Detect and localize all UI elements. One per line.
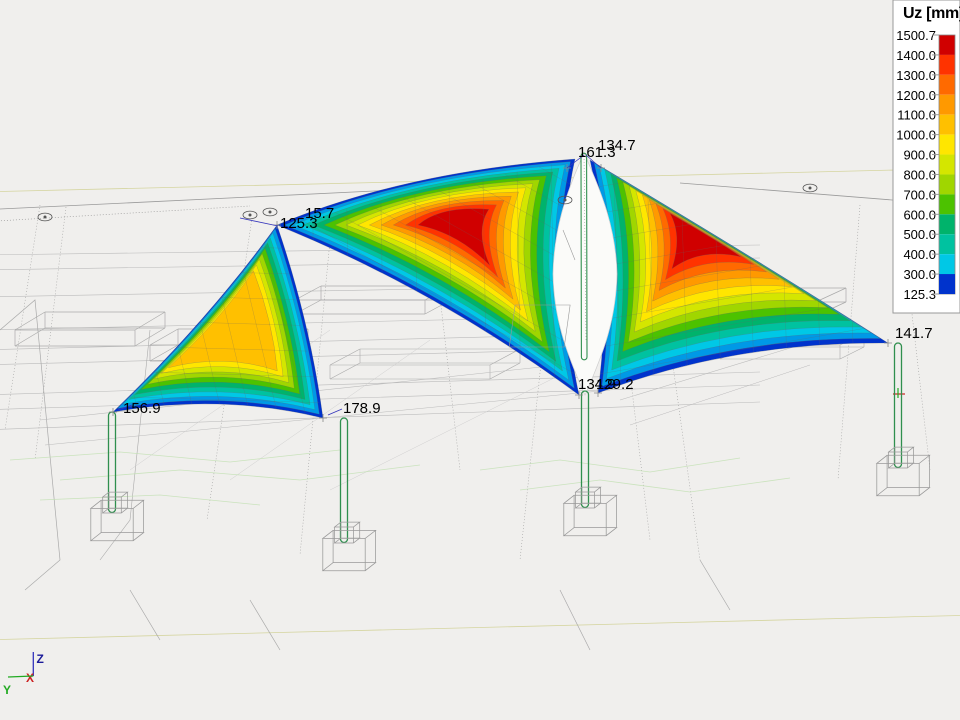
svg-text:15.7: 15.7 bbox=[305, 205, 334, 222]
svg-text:Y: Y bbox=[3, 683, 11, 697]
svg-text:Z: Z bbox=[37, 652, 44, 666]
svg-text:178.9: 178.9 bbox=[343, 400, 381, 417]
svg-text:156.9: 156.9 bbox=[123, 400, 161, 417]
svg-text:141.7: 141.7 bbox=[895, 325, 933, 342]
svg-text:700.0: 700.0 bbox=[903, 187, 936, 202]
svg-text:1000.0: 1000.0 bbox=[896, 128, 936, 143]
svg-text:600.0: 600.0 bbox=[903, 207, 936, 222]
svg-text:125.3: 125.3 bbox=[903, 287, 936, 302]
svg-text:1200.0: 1200.0 bbox=[896, 88, 936, 103]
svg-text:500.0: 500.0 bbox=[903, 227, 936, 242]
svg-text:900.0: 900.0 bbox=[903, 148, 936, 163]
svg-text:Uz [mm]: Uz [mm] bbox=[903, 5, 960, 22]
svg-text:134.7: 134.7 bbox=[598, 137, 636, 154]
svg-text:1300.0: 1300.0 bbox=[896, 68, 936, 83]
svg-text:1100.0: 1100.0 bbox=[897, 108, 936, 123]
svg-text:X: X bbox=[26, 671, 34, 685]
svg-text:800.0: 800.0 bbox=[903, 167, 936, 182]
svg-text:300.0: 300.0 bbox=[903, 267, 936, 282]
svg-text:129.2: 129.2 bbox=[596, 376, 634, 393]
svg-text:1500.7: 1500.7 bbox=[896, 28, 936, 43]
svg-text:1400.0: 1400.0 bbox=[896, 48, 936, 63]
svg-text:400.0: 400.0 bbox=[903, 247, 936, 262]
